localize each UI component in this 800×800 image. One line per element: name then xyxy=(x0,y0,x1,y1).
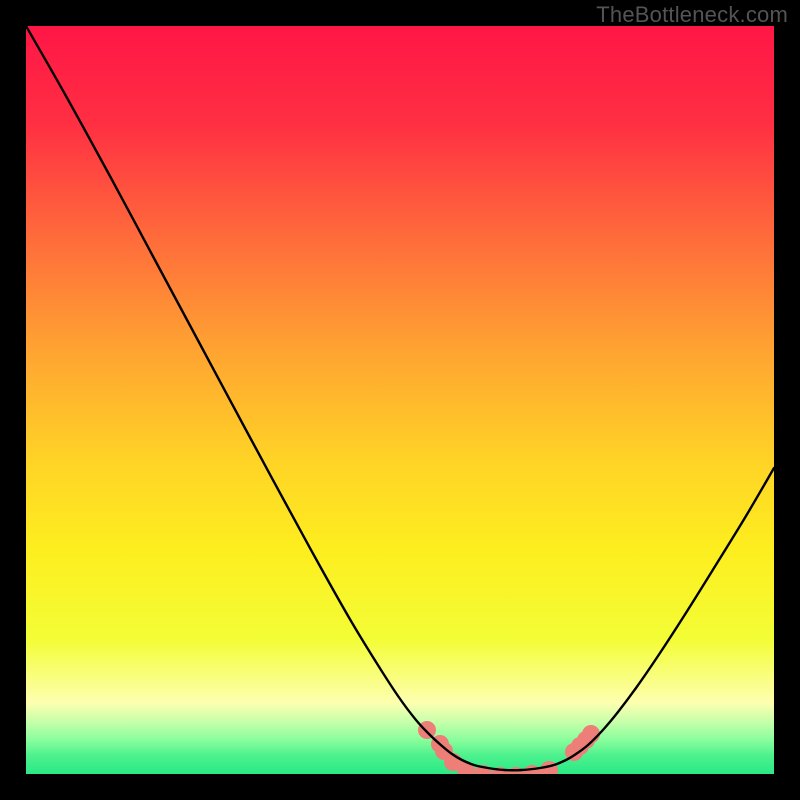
curve-path xyxy=(26,26,774,770)
plot-area xyxy=(26,26,774,774)
watermark-text: TheBottleneck.com xyxy=(596,2,788,28)
data-marker xyxy=(582,725,600,743)
bottleneck-curve xyxy=(26,26,774,774)
